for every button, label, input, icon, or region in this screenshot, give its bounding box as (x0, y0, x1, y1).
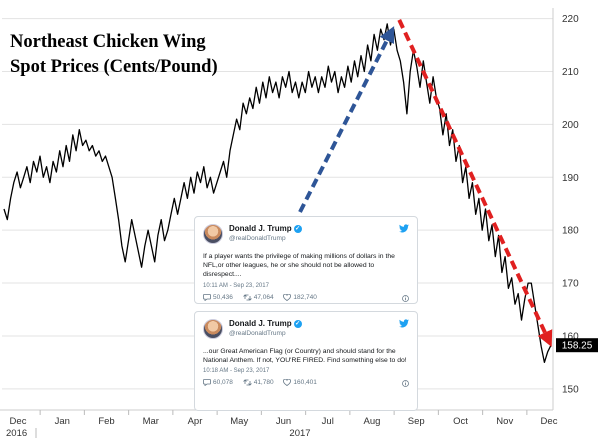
tweet-actions: 60,078 41,780 160,401 (203, 379, 409, 389)
retweet-icon (242, 379, 252, 386)
reply-count: 60,078 (213, 379, 233, 387)
chart-title-line-2: Spot Prices (Cents/Pound) (10, 57, 218, 77)
reply-icon (203, 379, 211, 387)
avatar[interactable] (203, 319, 223, 339)
like-count: 182,740 (293, 293, 317, 301)
y-tick-label: 160 (562, 331, 579, 342)
twitter-bird-icon[interactable] (399, 319, 409, 328)
y-tick-label: 150 (562, 384, 579, 395)
y-tick-label: 180 (562, 226, 579, 237)
author-handle[interactable]: @realDonaldTrump (229, 330, 286, 337)
retweet-action[interactable]: 41,780 (242, 379, 274, 387)
author-name[interactable]: Donald J. Trump (229, 319, 292, 328)
x-tick-label: Nov (496, 416, 513, 427)
reply-action[interactable]: 60,078 (203, 379, 233, 387)
rising-trend-arrow (298, 26, 395, 213)
annotation-layer: 158.25 (298, 19, 598, 353)
author-handle[interactable]: @realDonaldTrump (229, 235, 286, 242)
tweet-timestamp[interactable]: 10:11 AM - Sep 23, 2017 (203, 282, 269, 289)
x-tick-label: Oct (453, 416, 468, 427)
twitter-bird-icon[interactable] (399, 224, 409, 233)
reply-action[interactable]: 50,436 (203, 294, 233, 301)
y-tick-label: 170 (562, 279, 579, 290)
tweet-header: Donald J. Trump ✓ @realDonaldTrump (203, 224, 409, 246)
like-action[interactable]: 182,740 (283, 293, 317, 301)
heart-icon (283, 293, 292, 301)
retweet-icon (242, 294, 252, 301)
retweet-action[interactable]: 47,064 (242, 293, 274, 301)
tweet-timestamp[interactable]: 10:18 AM - Sep 23, 2017 (203, 368, 270, 375)
tweet-text: ...our Great American Flag (or Country) … (203, 348, 407, 365)
verified-badge-icon: ✓ (293, 319, 302, 328)
last-value-label: 158.25 (562, 341, 593, 352)
retweet-count: 47,064 (253, 293, 274, 301)
x-tick-label: Feb (98, 416, 114, 427)
x-tick-label: Apr (188, 416, 203, 427)
info-icon[interactable] (402, 294, 409, 302)
x-tick-label: Sep (408, 416, 425, 427)
chart-title-line-1: Northeast Chicken Wing (10, 32, 206, 52)
y-tick-label: 220 (562, 14, 579, 25)
axes: 150 160 170 180 190 200 210 220 Dec Jan Feb Mar Apr M… (0, 8, 579, 438)
x-tick-label: Dec (10, 416, 27, 427)
y-tick-label: 200 (562, 120, 579, 131)
tweet-card-1[interactable]: Donald J. Trump ✓ @realDonaldTrump If a p… (194, 216, 418, 304)
x-tick-label: Dec (541, 416, 558, 427)
reply-count: 50,436 (213, 293, 233, 301)
info-icon[interactable] (402, 380, 409, 388)
last-value-box (556, 338, 598, 353)
retweet-count: 41,780 (253, 379, 274, 387)
tweet-author: Donald J. Trump ✓ @realDonaldTrump (229, 224, 302, 243)
x-tick-label: Jan (55, 416, 70, 427)
x-tick-label: Jun (276, 416, 291, 427)
x-tick-label: Jul (322, 416, 334, 427)
falling-trend-arrow (397, 19, 553, 348)
author-name[interactable]: Donald J. Trump (229, 224, 292, 233)
tweet-actions: 50,436 47,064 182,740 (203, 293, 409, 304)
tweet-card-2[interactable]: Donald J. Trump ✓ @realDonaldTrump ...our… (194, 311, 418, 411)
verified-badge-icon: ✓ (293, 224, 302, 233)
x-tick-label: Aug (364, 416, 381, 427)
tweet-header: Donald J. Trump ✓ @realDonaldTrump (203, 319, 409, 341)
like-action[interactable]: 160,401 (283, 379, 317, 386)
avatar[interactable] (203, 224, 223, 244)
year-label-2017: 2017 (289, 428, 310, 438)
reply-icon (203, 293, 211, 301)
x-tick-label: Mar (143, 416, 159, 427)
tweet-author: Donald J. Trump ✓ @realDonaldTrump (229, 319, 302, 338)
y-tick-label: 190 (562, 173, 579, 184)
x-tick-label: May (230, 416, 248, 427)
tweet-text: If a player wants the privilege of makin… (203, 253, 395, 279)
y-tick-label: 210 (562, 67, 579, 78)
year-label-2016: 2016 (6, 428, 27, 438)
like-count: 160,401 (293, 379, 317, 387)
chart-title: Northeast Chicken Wing Spot Prices (Cent… (10, 30, 270, 80)
heart-icon (283, 379, 292, 387)
